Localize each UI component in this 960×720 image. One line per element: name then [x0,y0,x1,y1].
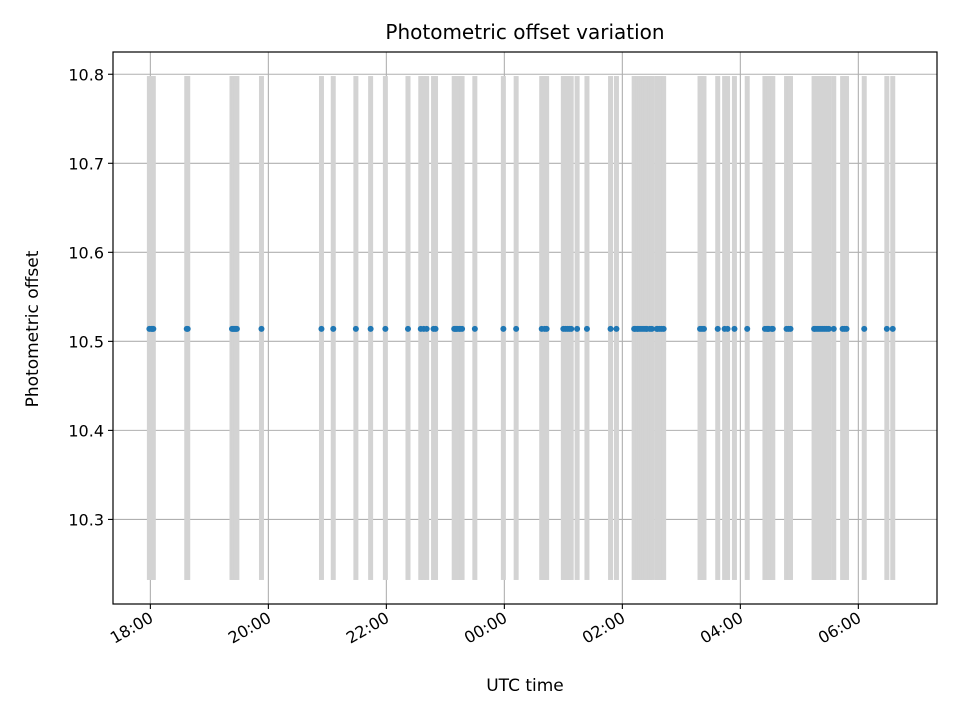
data-point [574,325,581,332]
data-point [258,325,265,332]
y-tick-label: 10.3 [68,510,104,529]
data-point [714,325,721,332]
data-point [830,325,837,332]
plot-frame [112,51,938,605]
data-point [769,325,776,332]
data-point [184,325,191,332]
data-point [583,325,590,332]
data-point [432,325,439,332]
data-point [500,325,507,332]
data-point [607,325,614,332]
y-axis: 10.3 10.4 10.5 10.6 10.7 10.8 [68,65,113,529]
data-point [613,325,620,332]
data-point [404,325,411,332]
data-point [330,325,337,332]
data-point [471,325,478,332]
data-point [825,325,832,332]
data-point [787,325,794,332]
data-point [724,325,731,332]
data-point [150,325,157,332]
y-tick-label: 10.7 [68,154,104,173]
y-tick-label: 10.6 [68,243,104,262]
data-point [543,325,550,332]
y-axis-label: Photometric offset [23,250,43,407]
data-point [648,325,655,332]
data-point [382,325,389,332]
x-axis-label: UTC time [486,676,564,696]
data-point [744,325,751,332]
data-point [843,325,850,332]
data-point [459,325,466,332]
y-tick-label: 10.8 [68,65,104,84]
data-point [883,325,890,332]
chart-title: Photometric offset variation [385,20,664,44]
data-point [367,325,374,332]
data-point [700,325,707,332]
data-point [861,325,868,332]
data-point [513,325,520,332]
data-point [660,325,667,332]
y-tick-label: 10.4 [68,421,104,440]
y-tick-label: 10.5 [68,332,104,351]
data-point [568,325,575,332]
data-point [233,325,240,332]
data-point [352,325,359,332]
data-points [146,325,896,332]
data-point [731,325,738,332]
data-point [318,325,325,332]
data-point [889,325,896,332]
data-point [423,325,430,332]
